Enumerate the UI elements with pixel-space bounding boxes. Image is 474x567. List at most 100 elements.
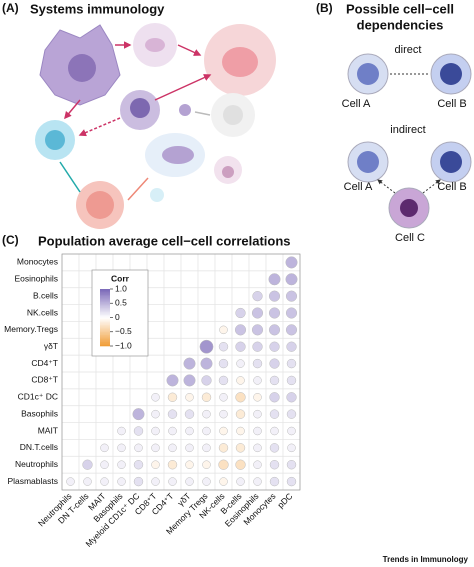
correlation-dot — [269, 392, 280, 403]
y-tick-label: Plasmablasts — [7, 476, 58, 486]
correlation-dot — [202, 477, 211, 486]
colorbar-step — [100, 294, 110, 297]
colorbar-step — [100, 298, 110, 301]
y-tick-label: CD4⁺T — [31, 358, 58, 368]
colorbar-step — [100, 324, 110, 327]
correlation-dot — [252, 291, 263, 302]
colorbar-step — [100, 291, 110, 294]
colorbar-step — [100, 304, 110, 307]
correlation-dot — [285, 290, 298, 302]
correlation-dot — [235, 409, 246, 419]
correlation-dot — [133, 426, 144, 436]
correlation-dot — [185, 460, 194, 469]
correlation-dot — [253, 393, 262, 402]
correlation-dot — [151, 409, 160, 419]
correlation-dot — [253, 460, 262, 469]
correlation-dot — [235, 307, 246, 319]
correlation-dot — [166, 374, 179, 387]
correlation-dot — [100, 460, 109, 469]
correlation-dot — [253, 443, 262, 453]
correlation-dot — [235, 459, 246, 470]
colorbar-step — [100, 328, 110, 331]
correlation-dot — [151, 460, 160, 469]
correlation-dot — [285, 273, 298, 286]
correlation-dot — [236, 477, 245, 486]
correlation-dot — [235, 341, 246, 352]
cell-label: Cell B — [437, 181, 466, 193]
correlation-dot — [286, 375, 297, 386]
correlation-dot — [201, 392, 212, 402]
cell-label: Cell A — [342, 98, 371, 110]
correlation-dot — [100, 477, 109, 486]
colorbar-tick-label: 0 — [115, 312, 120, 322]
y-tick-label: DN.T.cells — [20, 442, 58, 452]
correlation-dot — [219, 325, 228, 335]
cell-label: Cell B — [437, 98, 466, 110]
correlation-dot — [253, 477, 262, 486]
correlation-dot — [117, 426, 126, 436]
y-tick-label: B.cells — [33, 290, 58, 300]
correlation-dot — [134, 443, 143, 453]
colorbar-step — [100, 290, 110, 293]
correlation-dot — [253, 426, 262, 436]
relation-label: indirect — [390, 124, 425, 136]
y-tick-label: Eosinophils — [15, 274, 58, 284]
colorbar-step — [100, 340, 110, 343]
correlation-dot — [219, 426, 228, 436]
correlation-dot — [234, 324, 247, 336]
correlation-dot — [236, 426, 245, 436]
correlation-dot — [151, 477, 160, 486]
y-tick-label: NK.cells — [27, 307, 58, 317]
correlation-dot — [270, 426, 279, 436]
correlation-dot — [287, 426, 296, 436]
y-tick-label: Neutrophils — [15, 459, 58, 469]
colorbar-step — [100, 310, 110, 313]
colorbar-tick-label: 0.5 — [115, 298, 127, 308]
correlation-dot — [285, 307, 298, 319]
correlation-dot — [252, 358, 263, 369]
correlation-dot — [132, 408, 145, 421]
correlation-dot — [269, 443, 280, 453]
correlation-dot — [285, 324, 298, 336]
correlation-dot — [219, 393, 228, 402]
colorbar-step — [100, 334, 110, 337]
colorbar-step — [100, 330, 110, 333]
correlation-dot — [82, 459, 93, 470]
correlation-dot — [185, 393, 194, 402]
correlation-dot — [167, 460, 178, 470]
colorbar-step — [100, 289, 110, 291]
correlation-dot — [253, 409, 262, 419]
correlation-dot — [235, 443, 246, 453]
panel-label: (C) — [2, 233, 19, 247]
colorbar-step — [100, 320, 110, 323]
colorbar-step — [100, 297, 110, 300]
immune-cells-illustration — [35, 23, 276, 229]
correlation-dot — [185, 477, 194, 486]
colorbar-step — [100, 308, 110, 311]
correlation-dot — [251, 307, 264, 319]
correlation-dot — [269, 409, 280, 419]
cell-label: Cell C — [395, 232, 425, 244]
correlation-dot — [151, 393, 160, 402]
correlation-dot — [235, 392, 246, 403]
colorbar-step — [100, 343, 110, 345]
colorbar-step — [100, 327, 110, 330]
correlation-dot — [151, 426, 160, 436]
correlation-dot — [268, 290, 281, 302]
correlation-dot — [133, 476, 144, 487]
colorbar-step — [100, 321, 110, 324]
correlation-dot — [269, 375, 280, 386]
colorbar-tick-label: −0.5 — [115, 326, 132, 336]
correlation-dot — [202, 409, 211, 419]
colorbar-step — [100, 293, 110, 295]
colorbar-step — [100, 326, 110, 328]
correlation-dot — [286, 392, 297, 403]
colorbar-step — [100, 341, 110, 344]
correlation-dot — [251, 324, 264, 336]
cell-diagram — [347, 53, 472, 229]
y-tick-label: Monocytes — [17, 257, 58, 267]
correlation-dot — [202, 426, 211, 436]
correlation-dot — [200, 357, 213, 370]
panel-label: (A) — [2, 1, 19, 15]
